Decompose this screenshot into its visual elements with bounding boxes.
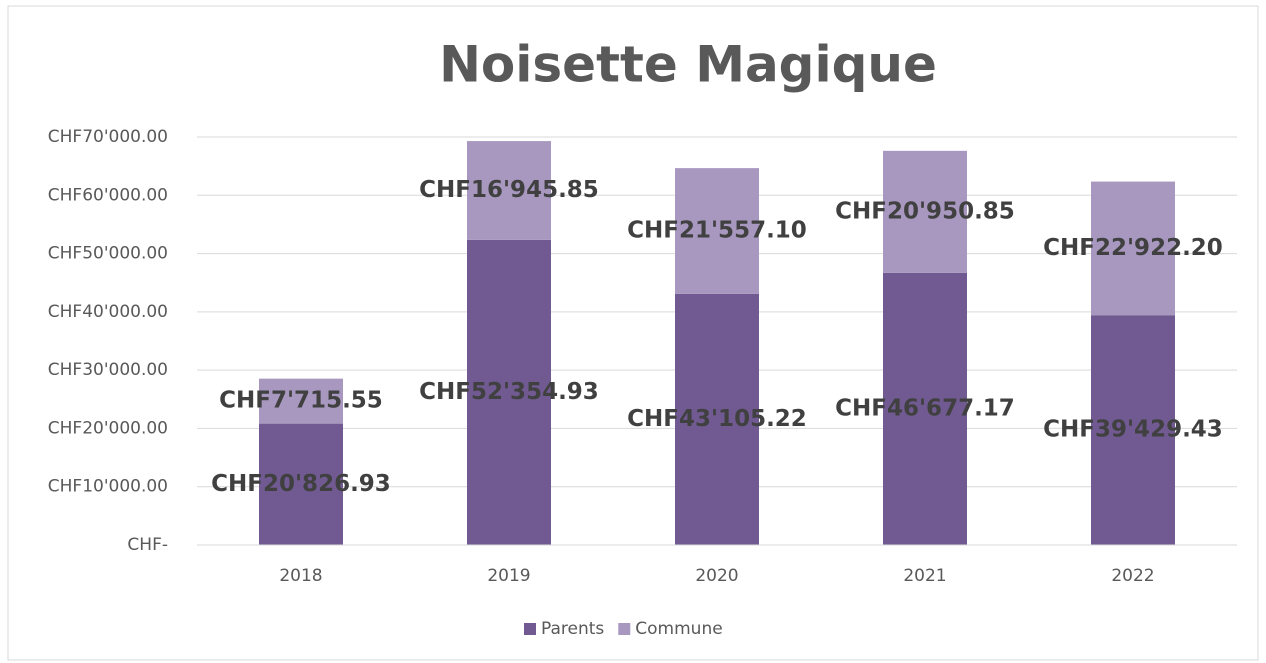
x-tick-label: 2020 — [695, 566, 738, 586]
y-tick-label: CHF10'000.00 — [48, 477, 168, 497]
value-label: CHF7'715.55 — [219, 388, 383, 414]
bar-segment — [883, 272, 967, 545]
bar-segment — [883, 150, 967, 273]
bar-segment — [467, 141, 551, 240]
x-tick-label: 2021 — [903, 566, 946, 586]
bar-segment — [467, 239, 551, 545]
value-label: CHF43'105.22 — [627, 406, 807, 432]
legend-label: Commune — [635, 619, 722, 639]
bar-segment — [259, 423, 343, 545]
legend-label: Parents — [541, 619, 604, 639]
value-label: CHF20'826.93 — [211, 471, 391, 497]
value-label: CHF39'429.43 — [1043, 417, 1223, 443]
y-tick-label: CHF20'000.00 — [48, 418, 168, 438]
value-label: CHF21'557.10 — [627, 217, 807, 243]
bar-segment — [1091, 315, 1175, 545]
x-tick-label: 2019 — [487, 566, 530, 586]
legend-swatch — [524, 623, 536, 635]
chart-title: Noisette Magique — [439, 36, 937, 94]
y-tick-label: CHF30'000.00 — [48, 360, 168, 380]
bar-segment — [675, 168, 759, 294]
x-tick-label: 2022 — [1111, 566, 1154, 586]
value-label: CHF16'945.85 — [419, 177, 599, 203]
bar-segment — [675, 293, 759, 545]
y-tick-label: CHF50'000.00 — [48, 244, 168, 264]
y-tick-label: CHF- — [127, 535, 168, 555]
y-tick-label: CHF60'000.00 — [48, 185, 168, 205]
value-label: CHF46'677.17 — [835, 395, 1015, 421]
bar-segment — [259, 378, 343, 424]
y-tick-label: CHF70'000.00 — [48, 127, 168, 147]
x-tick-label: 2018 — [279, 566, 322, 586]
legend-swatch — [618, 623, 631, 635]
value-label: CHF52'354.93 — [419, 379, 599, 405]
chart-border — [7, 5, 1259, 661]
value-label: CHF20'950.85 — [835, 198, 1015, 224]
value-label: CHF22'922.20 — [1043, 235, 1223, 261]
bar-segment — [1091, 181, 1175, 316]
y-tick-label: CHF40'000.00 — [48, 302, 168, 322]
